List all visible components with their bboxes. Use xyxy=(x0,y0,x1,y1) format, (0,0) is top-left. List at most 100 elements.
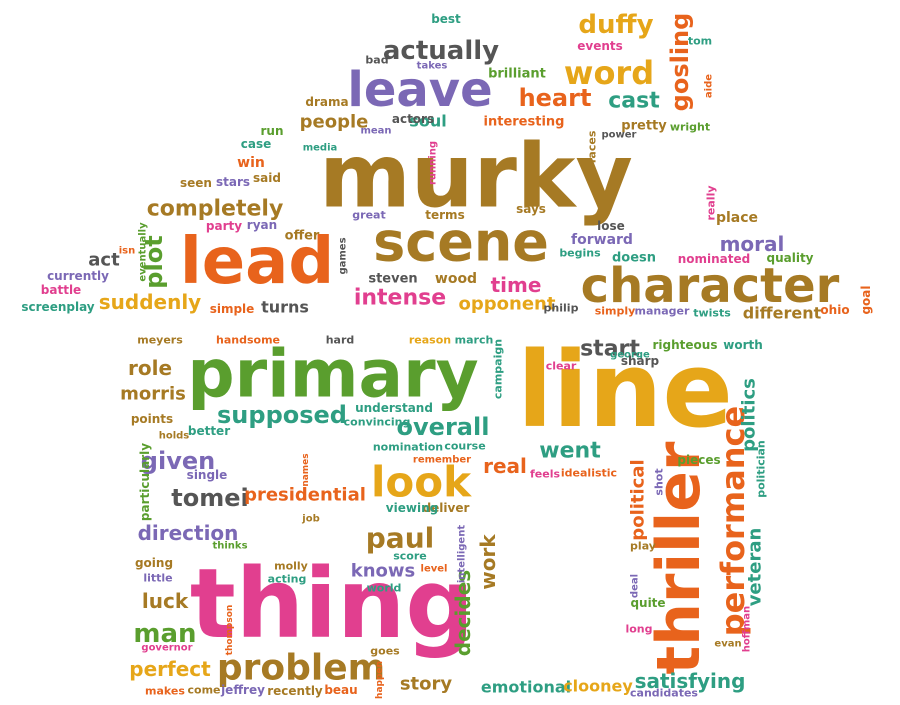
cloud-word: intense xyxy=(354,286,446,311)
cloud-word: come xyxy=(188,684,221,697)
cloud-word: knows xyxy=(351,561,416,582)
cloud-word: gosling xyxy=(666,13,694,112)
cloud-word: satisfying xyxy=(635,669,746,693)
cloud-word: luck xyxy=(142,589,189,613)
cloud-word: lead xyxy=(180,225,334,299)
cloud-word: time xyxy=(491,273,542,297)
cloud-word: meyers xyxy=(137,334,183,347)
cloud-word: role xyxy=(128,356,172,380)
cloud-word: quality xyxy=(766,251,813,265)
cloud-word: campaign xyxy=(492,339,505,399)
cloud-word: job xyxy=(301,514,319,525)
cloud-word: says xyxy=(516,202,546,216)
cloud-word: line xyxy=(517,329,733,451)
cloud-word: idealistic xyxy=(561,467,617,480)
cloud-word: look xyxy=(371,458,472,507)
cloud-word: clear xyxy=(546,360,577,373)
cloud-word: reason xyxy=(409,334,451,347)
cloud-word: eventually xyxy=(138,222,149,282)
cloud-word: stars xyxy=(216,175,250,189)
cloud-word: political xyxy=(628,459,649,540)
cloud-word: understand xyxy=(355,401,433,415)
cloud-word: march xyxy=(455,334,494,347)
cloud-word: sharp xyxy=(621,354,660,368)
cloud-word: points xyxy=(131,412,173,426)
cloud-word: deal xyxy=(630,574,641,598)
cloud-word: shot xyxy=(653,468,666,495)
cloud-word: doesn xyxy=(612,251,656,266)
cloud-word: hard xyxy=(326,334,355,347)
cloud-word: beau xyxy=(324,683,357,697)
cloud-word: pretty xyxy=(621,119,667,134)
cloud-word: veteran xyxy=(745,528,766,607)
cloud-word: different xyxy=(743,304,822,323)
cloud-word: real xyxy=(483,454,527,478)
cloud-word: ohio xyxy=(820,303,849,317)
cloud-word: course xyxy=(444,440,485,453)
cloud-word: viewing xyxy=(386,501,438,515)
cloud-word: acting xyxy=(268,573,307,586)
cloud-word: scene xyxy=(373,211,549,274)
cloud-word: character xyxy=(581,258,840,314)
cloud-word: cast xyxy=(608,89,660,114)
cloud-word: handsome xyxy=(216,334,280,347)
cloud-word: steven xyxy=(368,272,417,287)
cloud-word: case xyxy=(241,137,272,151)
cloud-word: overall xyxy=(397,413,490,441)
cloud-word: philip xyxy=(544,302,579,315)
cloud-word: problem xyxy=(217,648,385,689)
cloud-word: completely xyxy=(147,197,284,222)
cloud-word: suddenly xyxy=(99,290,201,314)
cloud-word: jeffrey xyxy=(220,683,265,697)
cloud-word: takes xyxy=(417,61,448,72)
cloud-word: went xyxy=(539,439,601,464)
cloud-word: lose xyxy=(597,219,625,233)
cloud-word: recently xyxy=(267,684,323,698)
cloud-word: candidates xyxy=(630,687,698,700)
cloud-word: word xyxy=(564,54,654,92)
cloud-word: perfect xyxy=(129,657,211,681)
cloud-word: great xyxy=(352,209,385,222)
cloud-word: direction xyxy=(138,521,239,545)
cloud-word: act xyxy=(88,250,120,271)
cloud-word: morris xyxy=(120,384,186,405)
cloud-word: paul xyxy=(366,522,434,555)
cloud-word: molly xyxy=(274,560,308,573)
cloud-word: nominated xyxy=(678,252,751,266)
cloud-word: murky xyxy=(319,125,633,228)
cloud-word: going xyxy=(135,556,173,570)
cloud-word: performance xyxy=(714,406,752,636)
cloud-word: emotional xyxy=(481,678,571,697)
cloud-word: turns xyxy=(261,298,309,317)
cloud-word: wood xyxy=(435,271,477,287)
cloud-word: plot xyxy=(140,235,168,288)
cloud-word: names xyxy=(301,453,311,486)
cloud-word: actually xyxy=(383,36,499,66)
cloud-word: events xyxy=(577,39,623,53)
cloud-word: wright xyxy=(670,121,710,134)
cloud-word: deliver xyxy=(423,501,470,515)
cloud-word: supposed xyxy=(217,401,347,429)
cloud-word: feels xyxy=(530,468,560,481)
cloud-word: goes xyxy=(370,645,400,658)
cloud-word: nomination xyxy=(373,441,443,454)
cloud-word: soul xyxy=(409,112,446,131)
cloud-word: simple xyxy=(210,302,255,316)
cloud-word: play xyxy=(630,540,656,553)
cloud-word: thinks xyxy=(212,541,247,552)
cloud-word: win xyxy=(237,155,265,171)
cloud-word: george xyxy=(610,350,650,361)
cloud-word: intelligent xyxy=(457,525,468,583)
cloud-word: start xyxy=(580,337,640,362)
cloud-word: begins xyxy=(559,247,601,260)
cloud-word: governor xyxy=(141,643,192,654)
cloud-word: convincing xyxy=(344,416,411,429)
cloud-word: goal xyxy=(859,285,873,314)
cloud-word: makes xyxy=(145,685,185,698)
cloud-word: quite xyxy=(630,596,665,610)
cloud-word: particularly xyxy=(138,443,152,521)
cloud-word: man xyxy=(133,619,196,649)
cloud-word: tom xyxy=(688,35,712,48)
cloud-word: leave xyxy=(347,62,492,118)
